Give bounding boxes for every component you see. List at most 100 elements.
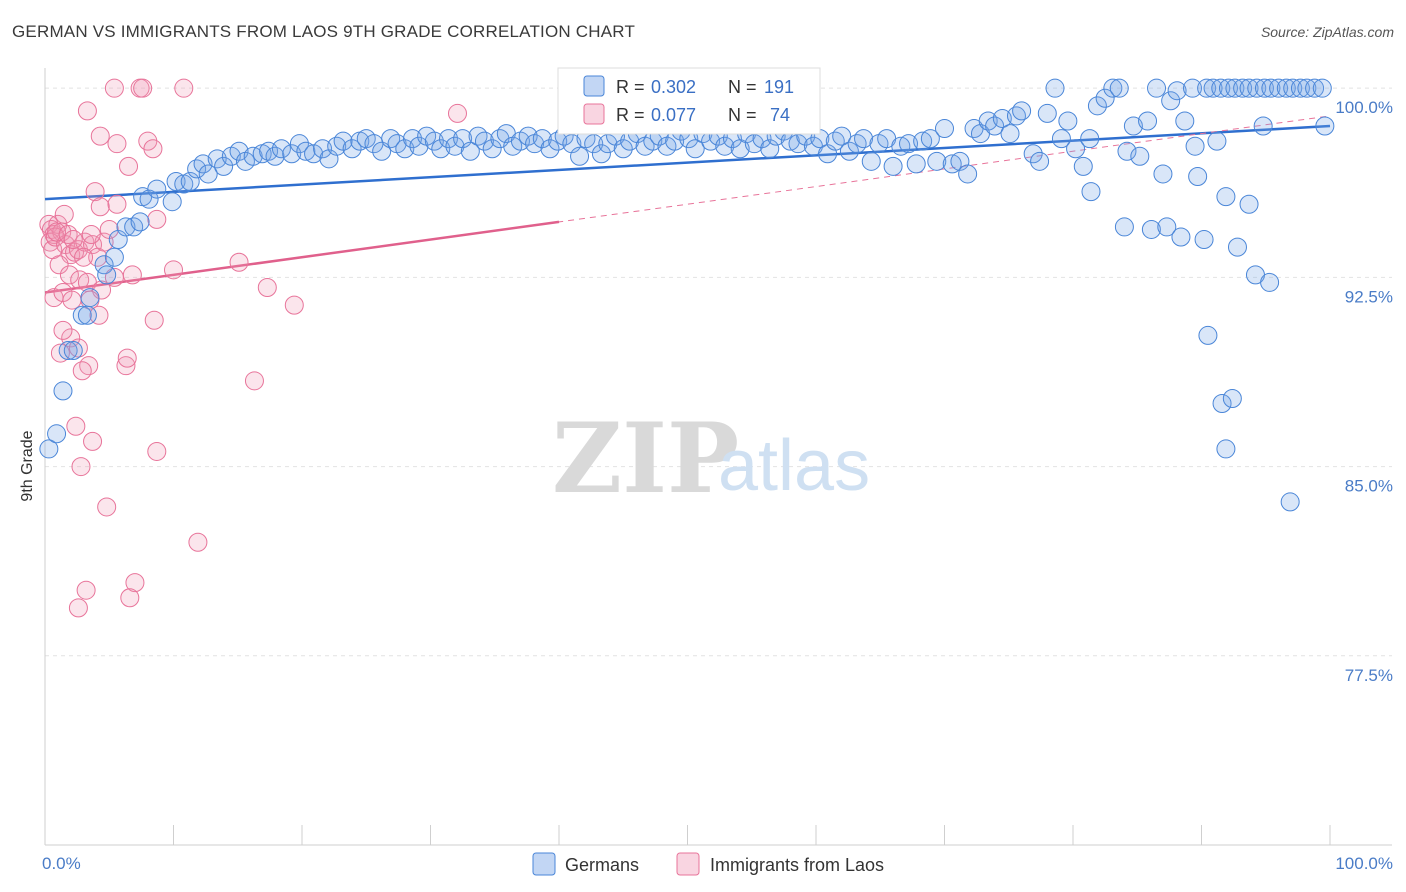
germans-point [1247,78,1267,98]
germans-point [1037,103,1057,123]
germans-point [1000,124,1020,144]
laos-point [89,305,109,325]
germans-point [468,126,488,146]
germans-point [1138,111,1158,131]
germans-point [431,139,451,159]
germans-point [715,136,735,156]
germans-point [296,141,316,161]
germans-point [403,129,423,149]
germans-point [788,134,808,154]
germans-point [942,154,962,174]
laos-point [147,209,167,229]
germans-point [80,288,100,308]
germans-point [116,217,136,237]
germans-point [180,172,200,192]
germans-point [1203,78,1223,98]
germans-point [214,156,234,176]
laos-point [174,78,194,98]
laos-point [90,197,110,217]
germans-point [832,126,852,146]
laos-point [61,328,81,348]
germans-point [913,131,933,151]
x-tick-labels: 0.0% 100.0% [42,854,1393,873]
axes [44,68,1392,846]
germans-point [166,172,186,192]
germans-point [1276,78,1296,98]
data-points [39,78,1335,618]
germans-point [891,136,911,156]
laos-point [147,441,167,461]
y-tick-label: 77.5% [1345,666,1393,685]
germans-point [1225,78,1245,98]
laos-point [68,598,88,618]
germans-point [1312,78,1332,98]
germans-point [1227,237,1247,257]
germans-point [147,179,167,199]
laos-point [53,320,73,340]
germans-point [847,134,867,154]
laos-point [229,252,249,272]
germans-point [327,136,347,156]
germans-point [825,131,845,151]
laos-point [144,310,164,330]
germans-point [1171,227,1191,247]
germans-point [1254,78,1274,98]
germans-point [532,129,552,149]
germans-point [229,141,249,161]
germans-point [409,136,429,156]
germans-point [1012,101,1032,121]
germans-point [271,139,291,159]
laos-point [40,232,60,252]
germans-point [1157,217,1177,237]
germans-point [104,247,124,267]
laos-point [49,255,69,275]
legend-n-value-germans: 191 [764,77,794,97]
laos-point [107,134,127,154]
germans-point [861,151,881,171]
germans-point [518,126,538,146]
germans-point [395,139,415,159]
germans-point [584,134,604,154]
laos-point [58,225,78,244]
laos-point [244,371,264,391]
germans-point [1066,139,1086,159]
y-tick-label: 85.0% [1345,477,1393,496]
germans-point [1305,78,1325,98]
y-axis-label: 9th Grade [19,430,36,501]
germans-point [1123,116,1143,136]
laos-point [83,431,103,451]
bottom-legend-laos: Immigrants from Laos [710,855,884,875]
laos-point [85,182,105,202]
germans-point [613,139,633,159]
germans-point [193,154,213,174]
laos-point [59,265,79,285]
germans-point [1212,394,1232,414]
germans-point [130,212,150,232]
laos-point [75,232,95,252]
legend-swatch-laos [583,103,605,125]
laos-point [79,356,99,376]
germans-point [839,141,859,161]
germans-point [198,164,218,184]
laos-point [71,457,91,477]
germans-point [1103,78,1123,98]
germans-point [591,144,611,164]
germans-point [162,192,182,212]
germans-point [1197,78,1217,98]
germans-point [1194,230,1214,250]
germans-point [58,341,78,361]
laos-point [77,101,97,121]
germans-point [1233,78,1253,98]
germans-point [958,164,978,184]
germans-point [1058,111,1078,131]
germans-point [342,139,362,159]
germans-point [1218,78,1238,98]
watermark-atlas: atlas [718,426,870,506]
germans-point [1006,106,1026,126]
legend-r-value-germans: 0.302 [651,77,696,97]
germans-point [992,108,1012,128]
germans-point [77,305,97,325]
germans-point [63,341,83,361]
germans-point [1207,131,1227,151]
germans-point [1051,129,1071,149]
